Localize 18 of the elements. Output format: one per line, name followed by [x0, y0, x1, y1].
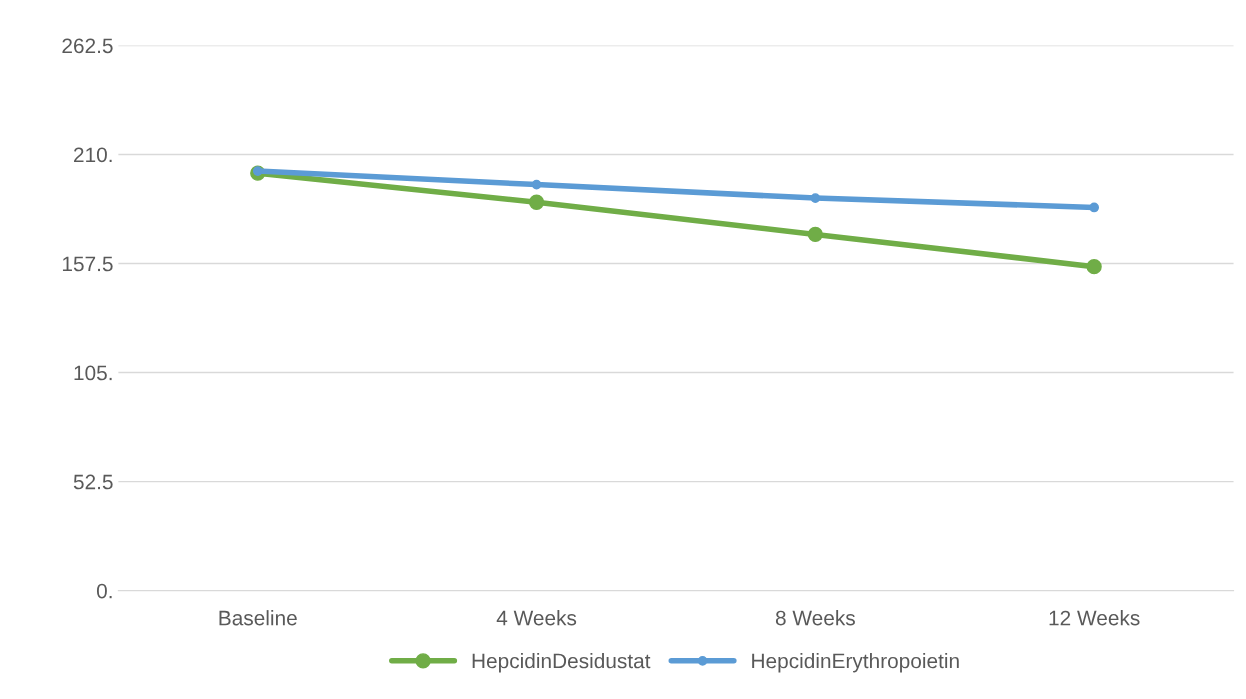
point	[528, 194, 545, 210]
y-tick-label: 105.	[74, 365, 112, 381]
point	[531, 179, 542, 190]
point	[1089, 202, 1100, 213]
legend-label: HepcidinErythropoietin	[752, 653, 959, 673]
legend-label: HepcidinDesidustat	[472, 653, 651, 673]
point	[1086, 258, 1102, 275]
x-tick-label: Baseline	[219, 610, 297, 626]
x-tick-label: 4 Weeks	[496, 610, 577, 626]
y-tick-label: 52.5	[73, 474, 113, 490]
x-tick-label: 8 Weeks	[775, 610, 855, 626]
point	[810, 193, 821, 203]
point	[807, 226, 823, 243]
y-tick-label: 210.	[74, 147, 112, 163]
y-tick-label: 262.5	[62, 38, 113, 54]
y-tick-label: 0.	[96, 583, 112, 599]
x-tick-label: 12 Weeks	[1049, 610, 1140, 626]
y-tick-label: 157.5	[62, 256, 113, 272]
